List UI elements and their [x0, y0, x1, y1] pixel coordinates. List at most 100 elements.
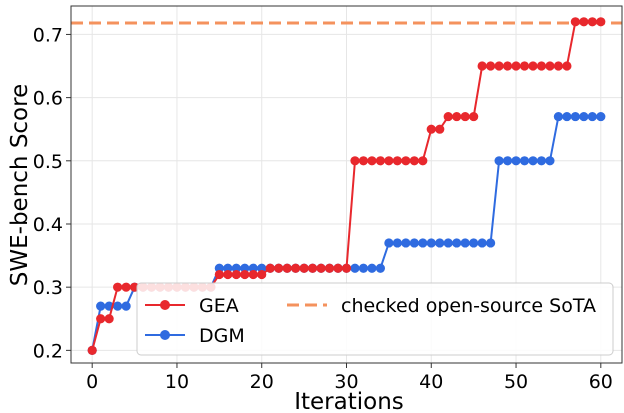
gea-point [536, 61, 547, 71]
gea-point [528, 61, 538, 71]
gea-point [570, 17, 580, 27]
dgm-point [384, 238, 394, 248]
dgm-point [367, 263, 377, 273]
gea-point [307, 263, 318, 273]
dgm-point [519, 156, 530, 166]
dgm-point [511, 156, 521, 166]
legend-box [136, 282, 614, 356]
gea-point [96, 314, 106, 324]
gea-point [333, 263, 343, 273]
gea-point [418, 156, 428, 166]
gea-point [104, 314, 114, 324]
dgm-point [528, 156, 538, 166]
x-tick-label: 20 [250, 371, 274, 393]
gea-point [367, 156, 377, 166]
dgm-point [223, 263, 233, 273]
gea-point [113, 282, 123, 292]
dgm-point [452, 238, 462, 248]
gea-point [494, 61, 504, 71]
dgm-point [240, 263, 250, 273]
gea-point [596, 17, 606, 27]
dgm-point [545, 156, 555, 166]
gea-point [401, 156, 411, 166]
dgm-point [257, 263, 267, 273]
gea-point [291, 263, 301, 273]
gea-point [299, 263, 309, 273]
x-tick-label: 10 [165, 371, 189, 393]
gea-point [477, 61, 487, 71]
dgm-point [469, 238, 479, 248]
dgm-point [536, 156, 547, 166]
dgm-point [375, 263, 386, 273]
gea-point [545, 61, 555, 71]
gea-point [435, 124, 445, 134]
dgm-point [443, 238, 453, 248]
gea-point [87, 345, 97, 355]
dgm-point [486, 238, 496, 248]
gea-point [316, 263, 326, 273]
gea-point [240, 269, 250, 280]
x-tick-label: 60 [589, 371, 613, 393]
gea-point [587, 17, 597, 27]
legend-gea-label: GEA [199, 295, 239, 317]
dgm-point [502, 156, 513, 166]
dgm-point [596, 111, 606, 122]
dgm-point [401, 238, 411, 248]
dgm-point [426, 238, 436, 248]
dgm-point [248, 263, 258, 273]
gea-point [579, 17, 589, 27]
legend-gea-marker [160, 300, 170, 310]
dgm-point [494, 156, 504, 166]
y-tick-label: 0.4 [33, 214, 63, 236]
dgm-point [418, 238, 428, 248]
legend: GEA DGM checked open-source SoTA [136, 282, 614, 356]
x-tick-label: 50 [504, 371, 528, 393]
gea-point [460, 111, 470, 122]
dgm-point [460, 238, 470, 248]
dgm-point [477, 238, 487, 248]
gea-point [553, 61, 564, 71]
x-tick-label: 40 [419, 371, 443, 393]
x-tick-label: 30 [334, 371, 358, 393]
legend-dgm-marker [160, 330, 170, 340]
gea-point [384, 156, 394, 166]
gea-point [214, 269, 224, 280]
gea-point [274, 263, 284, 273]
gea-point [282, 263, 292, 273]
y-tick-label: 0.2 [33, 340, 63, 362]
dgm-point [587, 111, 597, 122]
y-tick-label: 0.6 [33, 88, 63, 110]
gea-point [324, 263, 335, 273]
gea-point [511, 61, 521, 71]
legend-dgm-label: DGM [199, 325, 245, 347]
dgm-point [231, 263, 241, 273]
x-axis-title: Iterations [294, 389, 404, 413]
gea-point [502, 61, 513, 71]
legend-sota-label: checked open-source SoTA [341, 295, 596, 317]
gea-point [121, 282, 131, 292]
gea-point [426, 124, 436, 134]
gea-point [469, 111, 479, 122]
gea-point [358, 156, 369, 166]
dgm-point [435, 238, 445, 248]
dgm-point [350, 263, 360, 273]
gea-point [486, 61, 496, 71]
axis-ticks: 0 10 20 30 40 50 60 0.2 0.3 0.4 0.5 0.6 0.7 [33, 24, 613, 393]
y-axis-title: SWE-bench Score [7, 84, 33, 286]
y-tick-label: 0.3 [33, 277, 63, 299]
gea-point [350, 156, 360, 166]
gea-point [248, 269, 258, 280]
dgm-point [392, 238, 402, 248]
gea-point [392, 156, 402, 166]
dgm-point [113, 301, 123, 311]
gea-point [452, 111, 462, 122]
gea-point [265, 263, 275, 273]
gea-point [257, 269, 267, 280]
dgm-point [553, 111, 564, 122]
dgm-point [96, 301, 106, 311]
dgm-point [579, 111, 589, 122]
dgm-point [562, 111, 572, 122]
x-tick-label: 0 [86, 371, 98, 393]
gea-point [223, 269, 233, 280]
